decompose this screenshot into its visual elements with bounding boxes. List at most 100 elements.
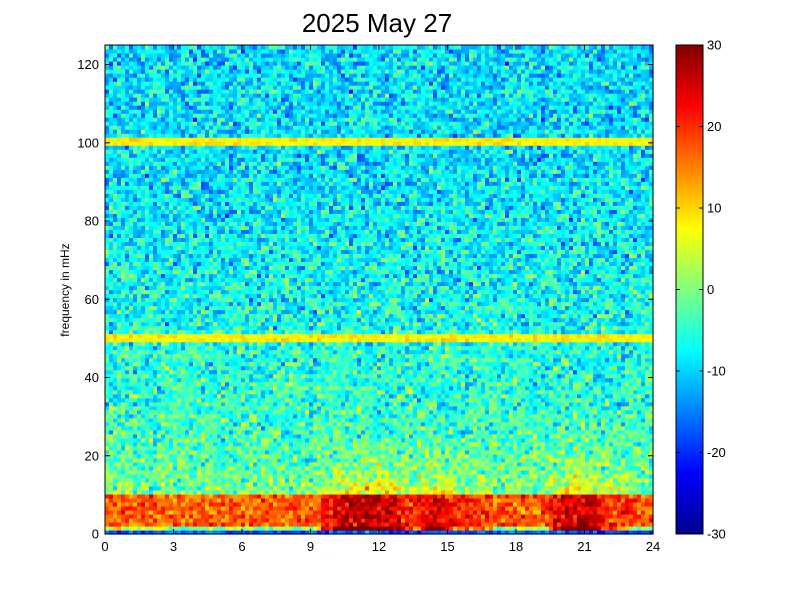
heatmap-cell bbox=[161, 449, 166, 455]
heatmap-cell bbox=[201, 501, 206, 507]
heatmap-cell bbox=[157, 453, 162, 459]
heatmap-cell bbox=[145, 525, 150, 531]
heatmap-cell bbox=[225, 261, 230, 267]
heatmap-cell bbox=[169, 133, 174, 138]
heatmap-cell bbox=[129, 345, 134, 351]
heatmap-cell bbox=[149, 57, 154, 62]
heatmap-cell bbox=[261, 445, 266, 451]
heatmap-cell bbox=[137, 213, 142, 218]
heatmap-cell bbox=[157, 297, 162, 303]
heatmap-cell bbox=[205, 409, 210, 415]
heatmap-cell bbox=[113, 161, 118, 166]
heatmap-cell bbox=[157, 413, 162, 419]
heatmap-cell bbox=[117, 333, 122, 339]
heatmap-cell bbox=[237, 473, 242, 479]
heatmap-cell bbox=[157, 257, 162, 263]
heatmap-cell bbox=[249, 353, 254, 359]
heatmap-cell bbox=[105, 165, 110, 170]
heatmap-cell bbox=[229, 297, 234, 303]
heatmap-cell bbox=[197, 205, 202, 210]
heatmap-cell bbox=[149, 213, 154, 218]
heatmap-cell bbox=[149, 69, 154, 74]
heatmap-cell bbox=[225, 393, 230, 399]
heatmap-cell bbox=[185, 369, 190, 375]
heatmap-cell bbox=[161, 293, 166, 299]
heatmap-cell bbox=[133, 241, 138, 247]
heatmap-cell bbox=[133, 461, 138, 467]
heatmap-cell bbox=[197, 417, 202, 423]
heatmap-cell bbox=[133, 389, 138, 395]
heatmap-cell bbox=[105, 313, 110, 319]
heatmap-cell bbox=[161, 289, 166, 295]
heatmap-cell bbox=[113, 409, 118, 415]
heatmap-cell bbox=[261, 405, 266, 411]
heatmap-cell bbox=[161, 213, 166, 218]
heatmap-cell bbox=[241, 61, 246, 66]
heatmap-cell bbox=[205, 369, 210, 375]
heatmap-cell bbox=[189, 81, 194, 86]
heatmap-cell bbox=[153, 73, 158, 78]
heatmap-cell bbox=[185, 153, 190, 158]
heatmap-cell bbox=[197, 77, 202, 82]
heatmap-cell bbox=[141, 469, 146, 475]
heatmap-cell bbox=[173, 373, 178, 379]
heatmap-cell bbox=[113, 157, 118, 162]
heatmap-cell bbox=[201, 457, 206, 463]
heatmap-cell bbox=[157, 201, 162, 206]
heatmap-cell bbox=[197, 465, 202, 471]
heatmap-cell bbox=[245, 285, 250, 291]
heatmap-cell bbox=[145, 389, 150, 395]
heatmap-cell bbox=[161, 249, 166, 255]
heatmap-cell bbox=[197, 185, 202, 190]
heatmap-cell bbox=[165, 353, 170, 359]
heatmap-cell bbox=[177, 109, 182, 114]
heatmap-cell bbox=[165, 141, 170, 146]
heatmap-cell bbox=[265, 169, 270, 174]
heatmap-cell bbox=[109, 249, 114, 255]
heatmap-cell bbox=[141, 377, 146, 383]
heatmap-cell bbox=[145, 357, 150, 363]
heatmap-cell bbox=[261, 77, 266, 82]
heatmap-cell bbox=[169, 421, 174, 427]
heatmap-cell bbox=[133, 457, 138, 463]
heatmap-cell bbox=[253, 137, 258, 142]
heatmap-cell bbox=[113, 49, 118, 54]
heatmap-cell bbox=[133, 85, 138, 90]
heatmap-cell bbox=[249, 401, 254, 407]
heatmap-cell bbox=[229, 345, 234, 351]
heatmap-cell bbox=[241, 209, 246, 214]
heatmap-cell bbox=[173, 377, 178, 383]
heatmap-cell bbox=[121, 57, 126, 62]
heatmap-cell bbox=[157, 309, 162, 315]
heatmap-cell bbox=[129, 233, 134, 238]
heatmap-cell bbox=[161, 325, 166, 331]
heatmap-cell bbox=[193, 93, 198, 98]
heatmap-cell bbox=[261, 361, 266, 367]
heatmap-cell bbox=[125, 57, 130, 62]
heatmap-cell bbox=[169, 229, 174, 234]
heatmap-cell bbox=[201, 65, 206, 70]
heatmap-cell bbox=[261, 45, 266, 50]
heatmap-cell bbox=[125, 433, 130, 439]
heatmap-cell bbox=[145, 365, 150, 371]
heatmap-cell bbox=[189, 505, 194, 511]
heatmap-cell bbox=[165, 401, 170, 407]
heatmap-cell bbox=[173, 365, 178, 371]
heatmap-cell bbox=[121, 513, 126, 519]
heatmap-cell bbox=[149, 521, 154, 527]
heatmap-cell bbox=[213, 209, 218, 214]
heatmap-cell bbox=[245, 333, 250, 339]
heatmap-cell bbox=[229, 397, 234, 403]
heatmap-cell bbox=[125, 389, 130, 395]
heatmap-cell bbox=[265, 185, 270, 190]
heatmap-cell bbox=[213, 281, 218, 287]
heatmap-cell bbox=[193, 173, 198, 178]
heatmap-cell bbox=[161, 373, 166, 379]
heatmap-cell bbox=[201, 305, 206, 311]
heatmap-cell bbox=[261, 233, 266, 238]
heatmap-cell bbox=[185, 489, 190, 495]
heatmap-cell bbox=[169, 389, 174, 395]
heatmap-cell bbox=[233, 453, 238, 459]
heatmap-cell bbox=[261, 401, 266, 407]
heatmap-cell bbox=[113, 153, 118, 158]
